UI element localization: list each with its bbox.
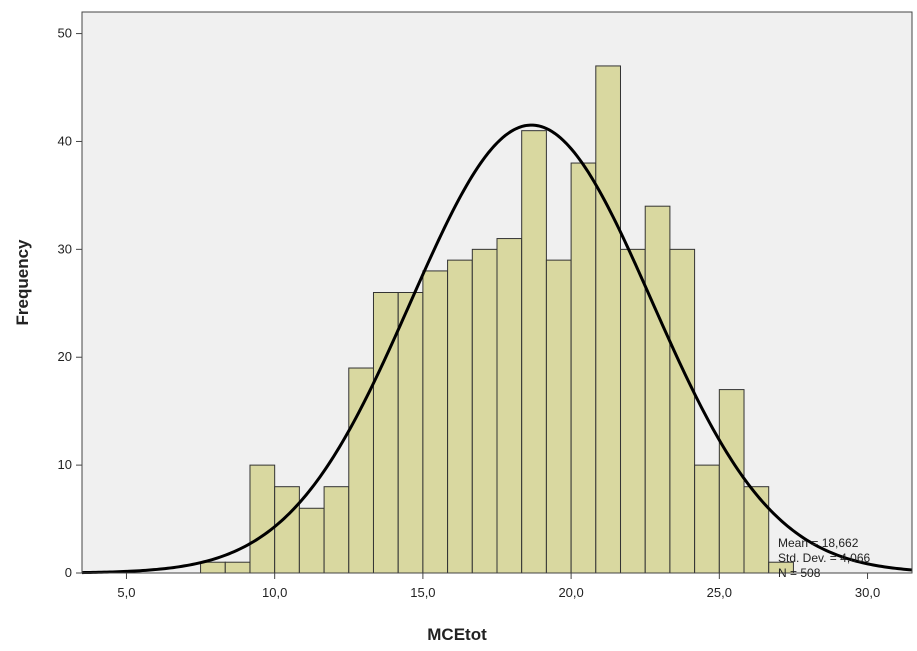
- y-tick-label: 40: [58, 133, 72, 148]
- histogram-bar: [620, 248, 646, 574]
- histogram-bar: [521, 130, 547, 574]
- histogram-bar: [422, 270, 449, 574]
- histogram-bar: [570, 162, 597, 574]
- histogram-bar: [348, 367, 374, 574]
- y-tick-label: 30: [58, 241, 72, 256]
- histogram-bar: [644, 205, 671, 574]
- histogram-bar: [298, 507, 325, 574]
- histogram-bar: [545, 259, 572, 574]
- x-tick-label: 5,0: [117, 585, 135, 600]
- histogram-bar: [274, 486, 300, 574]
- stat-n: N = 508: [778, 566, 821, 580]
- y-axis: 0 10 20 30 40 50: [58, 26, 82, 580]
- stat-mean: Mean = 18,662: [778, 536, 859, 550]
- histogram-bar: [224, 561, 251, 574]
- histogram-bar: [743, 486, 770, 574]
- x-tick-label: 25,0: [707, 585, 732, 600]
- y-tick-label: 10: [58, 457, 72, 472]
- x-axis-title: MCEtot: [427, 625, 487, 644]
- x-tick-label: 30,0: [855, 585, 880, 600]
- histogram-bar: [249, 464, 276, 574]
- histogram-bar: [669, 248, 696, 574]
- y-tick-label: 20: [58, 349, 72, 364]
- stat-std: Std. Dev. = 4,066: [778, 551, 870, 565]
- histogram-bar: [397, 292, 424, 574]
- histogram-bar: [595, 65, 621, 574]
- x-tick-label: 20,0: [558, 585, 583, 600]
- histogram-bar: [323, 486, 350, 574]
- normal-curve: [81, 123, 913, 575]
- histogram-bar: [718, 389, 745, 574]
- y-axis-title: Frequency: [13, 239, 32, 326]
- bars-group: [200, 65, 794, 574]
- histogram-bar: [200, 561, 226, 574]
- y-tick-label: 50: [58, 26, 72, 41]
- y-tick-label: 0: [65, 565, 72, 580]
- histogram-bar: [447, 259, 473, 574]
- histogram-bar: [496, 238, 523, 574]
- histogram-bar: [471, 248, 498, 574]
- stats-legend: Mean = 18,662 Std. Dev. = 4,066 N = 508: [778, 536, 870, 580]
- histogram-bar: [694, 464, 720, 574]
- x-tick-label: 15,0: [410, 585, 435, 600]
- x-axis: 5,0 10,0 15,0 20,0 25,0 30,0: [117, 573, 880, 600]
- x-tick-label: 10,0: [262, 585, 287, 600]
- plot-frame: [81, 11, 913, 574]
